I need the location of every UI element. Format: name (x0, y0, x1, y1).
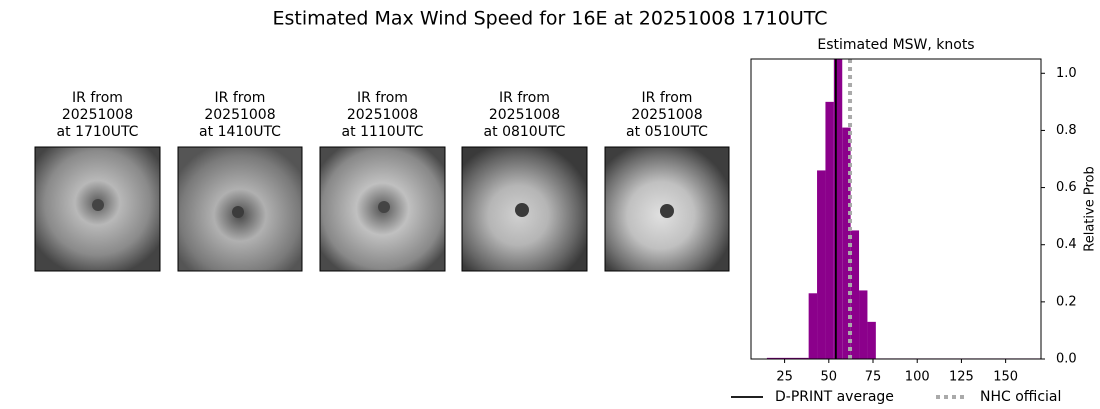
histogram-bar (867, 321, 876, 359)
panel-title: 20251008 (489, 107, 560, 123)
ir-images (34, 146, 730, 272)
panel-title: IR from (357, 90, 408, 106)
panel-title: at 0510UTC (626, 124, 708, 140)
panel-title: 20251008 (347, 107, 418, 123)
panel-title: IR from (215, 90, 266, 106)
panel-title: at 0810UTC (484, 124, 566, 140)
axes-title: Estimated MSW, knots (817, 37, 974, 53)
panel-title: 20251008 (631, 107, 702, 123)
x-tick-label: 25 (776, 370, 793, 385)
eye (660, 204, 674, 218)
histogram-bar (766, 357, 809, 359)
legend-label: NHC official (980, 389, 1061, 405)
eye (378, 201, 390, 213)
y-tick-label: 0.6 (1056, 180, 1077, 195)
y-tick-label: 0.2 (1056, 294, 1077, 309)
panel-title: IR from (72, 90, 123, 106)
histogram-bar (825, 101, 834, 359)
histogram-bar (842, 127, 851, 359)
y-tick-label: 0.0 (1056, 352, 1077, 367)
x-tick-label: 125 (949, 370, 974, 385)
histogram-bar (833, 59, 843, 359)
figure-title: Estimated Max Wind Speed for 16E at 2025… (272, 8, 827, 30)
eye (92, 199, 104, 211)
histogram-bar (808, 293, 818, 359)
panel-title: at 1410UTC (199, 124, 281, 140)
histogram-bar (859, 290, 868, 359)
panel-title: 20251008 (62, 107, 133, 123)
panel-title: at 1110UTC (342, 124, 424, 140)
x-tick-label: 75 (865, 370, 882, 385)
panel-title: IR from (499, 90, 550, 106)
eye (232, 206, 244, 218)
axes-frame (750, 58, 1042, 360)
eye (515, 203, 529, 217)
y-tick-label: 0.4 (1056, 237, 1077, 252)
panel-title: IR from (642, 90, 693, 106)
panel-title: at 1710UTC (57, 124, 139, 140)
x-tick-label: 100 (905, 370, 930, 385)
histogram-bar (850, 230, 860, 359)
y-tick-label: 0.8 (1056, 123, 1077, 138)
plot-area (766, 59, 1041, 359)
legend-label: D-PRINT average (775, 389, 894, 405)
histogram-bar (817, 170, 826, 359)
y-tick-label: 1.0 (1056, 66, 1077, 81)
panel-title: 20251008 (204, 107, 275, 123)
y-axis-label: Relative Prob (1083, 166, 1098, 251)
x-tick-label: 50 (821, 370, 838, 385)
x-tick-label: 150 (993, 370, 1018, 385)
